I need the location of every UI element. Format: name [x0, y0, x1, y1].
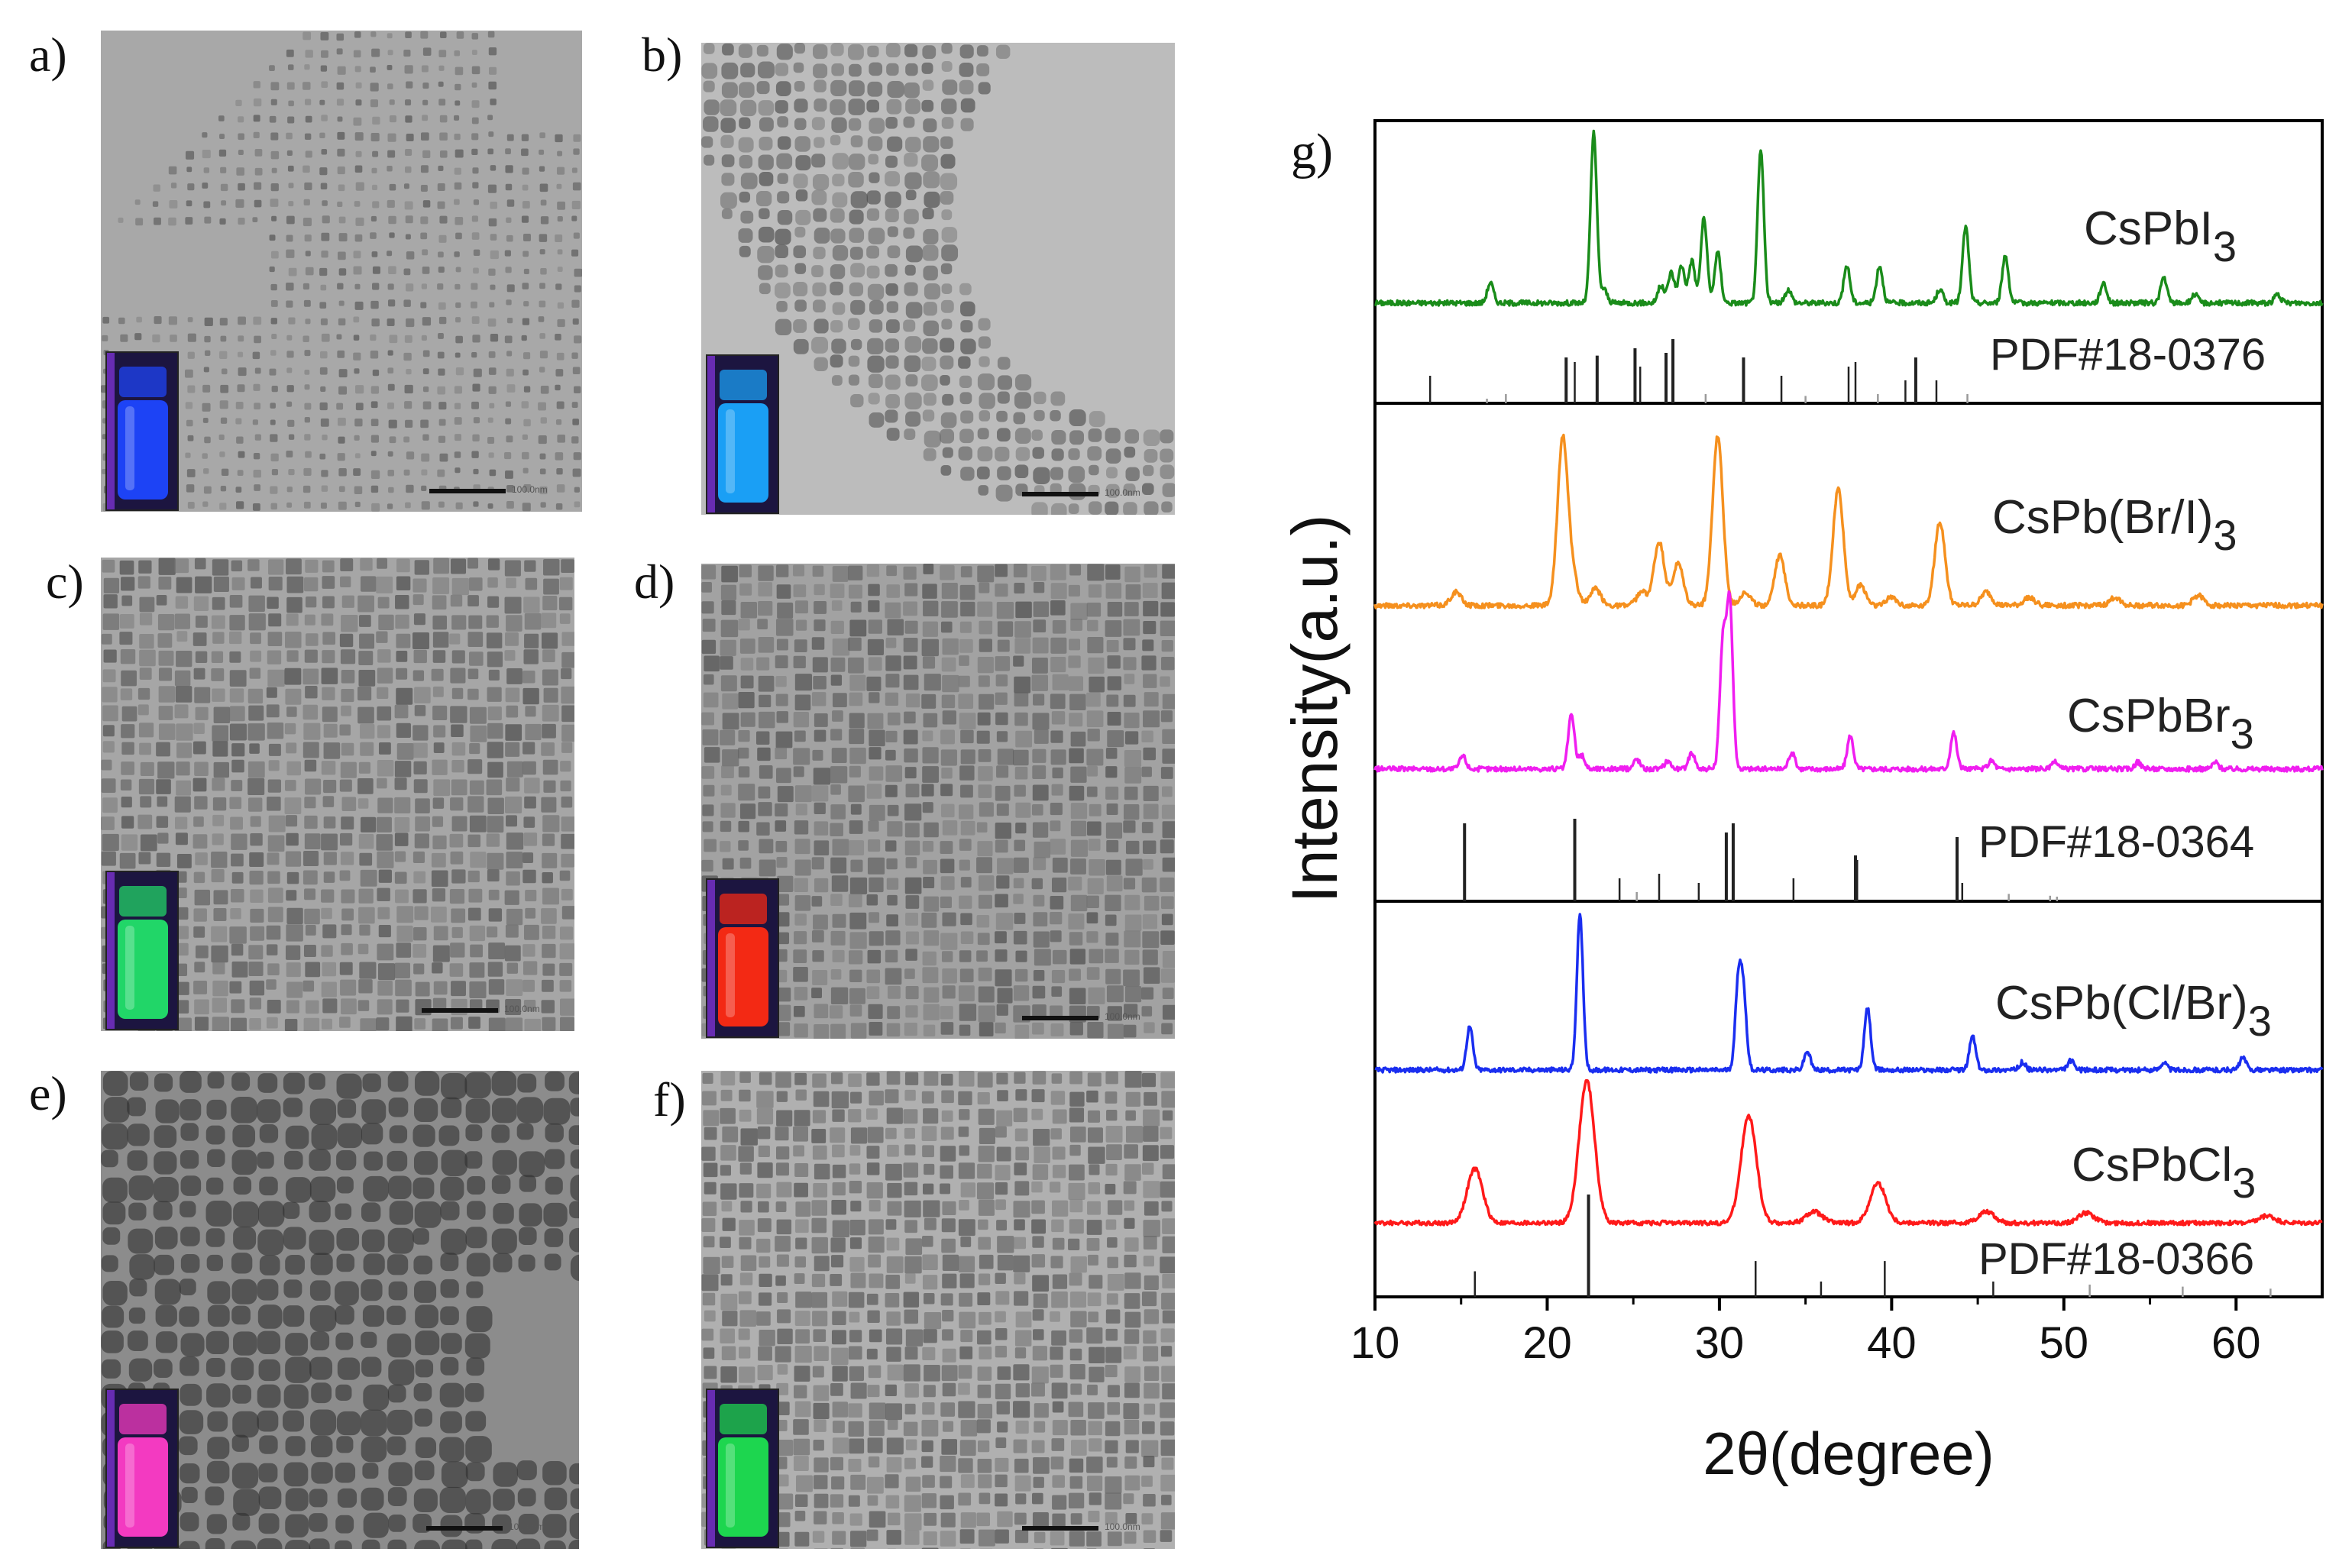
series-label-sub: 3 [2213, 511, 2237, 559]
series-label-sub: 3 [2248, 997, 2272, 1045]
panel-label: d) [634, 558, 675, 606]
vial-photo [706, 1389, 779, 1548]
scale-bar-text: 100.0nm [1105, 487, 1140, 498]
xrd-chart-svg: CsPbI3CsPb(Br/I)3CsPbBr3CsPb(Cl/Br)3CsPb… [1222, 0, 2339, 1564]
scale-bar [1022, 1526, 1098, 1531]
panel-label: b) [642, 31, 682, 79]
scale-bar [426, 1526, 503, 1531]
series-label: CsPbBr3 [2067, 690, 2254, 758]
x-tick-label: 30 [1695, 1318, 1745, 1368]
scale-bar [422, 1008, 498, 1013]
series-line-2 [1375, 592, 2322, 771]
series-label-main: CsPb(Cl/Br) [1995, 977, 2248, 1030]
y-axis-title: Intensity(a.u.) [1279, 515, 1351, 904]
vial-photo [706, 878, 779, 1038]
scale-bar-text: 100.0nm [509, 1521, 545, 1532]
panel-label: e) [29, 1069, 67, 1118]
x-tick-label: 10 [1351, 1318, 1400, 1368]
series-label-sub: 3 [2213, 222, 2237, 270]
series-label-main: CsPbBr [2067, 690, 2231, 742]
series-label-main: CsPbCl [2072, 1139, 2232, 1191]
vial-photo [105, 871, 179, 1030]
series-label-sub: 3 [2232, 1159, 2256, 1207]
scale-bar-text: 100.0nm [1105, 1011, 1140, 1022]
series-label: CsPb(Br/I)3 [1992, 491, 2237, 559]
ref-label: PDF#18-0366 [1978, 1234, 2254, 1284]
scale-bar [429, 489, 506, 493]
series-label-main: CsPb(Br/I) [1992, 491, 2213, 544]
x-tick-label: 60 [2211, 1318, 2261, 1368]
scale-bar-text: 100.0nm [512, 484, 548, 495]
x-tick-label: 40 [1867, 1318, 1917, 1368]
vial-photo [105, 351, 179, 511]
series-label-main: CsPbI [2084, 202, 2213, 255]
vial-photo [105, 1389, 179, 1548]
ref-label: PDF#18-0364 [1978, 817, 2254, 867]
scale-bar-text: 100.0nm [504, 1004, 540, 1014]
series-label: CsPb(Cl/Br)3 [1995, 977, 2272, 1045]
series-label: CsPbCl3 [2072, 1139, 2256, 1207]
scale-bar [1022, 1016, 1098, 1020]
x-tick-label: 50 [2040, 1318, 2089, 1368]
x-axis-title: 2θ(degree) [1703, 1420, 1994, 1487]
panel-label: f) [653, 1075, 686, 1124]
x-tick-label: 20 [1522, 1318, 1572, 1368]
panel-label-g: g) [1291, 124, 1333, 179]
scale-bar-text: 100.0nm [1105, 1521, 1140, 1532]
panel-label: a) [29, 31, 67, 79]
panel-label: c) [46, 558, 84, 606]
scale-bar [1022, 492, 1098, 496]
series-label: CsPbI3 [2084, 202, 2237, 270]
ref-label: PDF#18-0376 [1990, 330, 2266, 380]
series-label-sub: 3 [2231, 710, 2254, 758]
vial-photo [706, 354, 779, 514]
